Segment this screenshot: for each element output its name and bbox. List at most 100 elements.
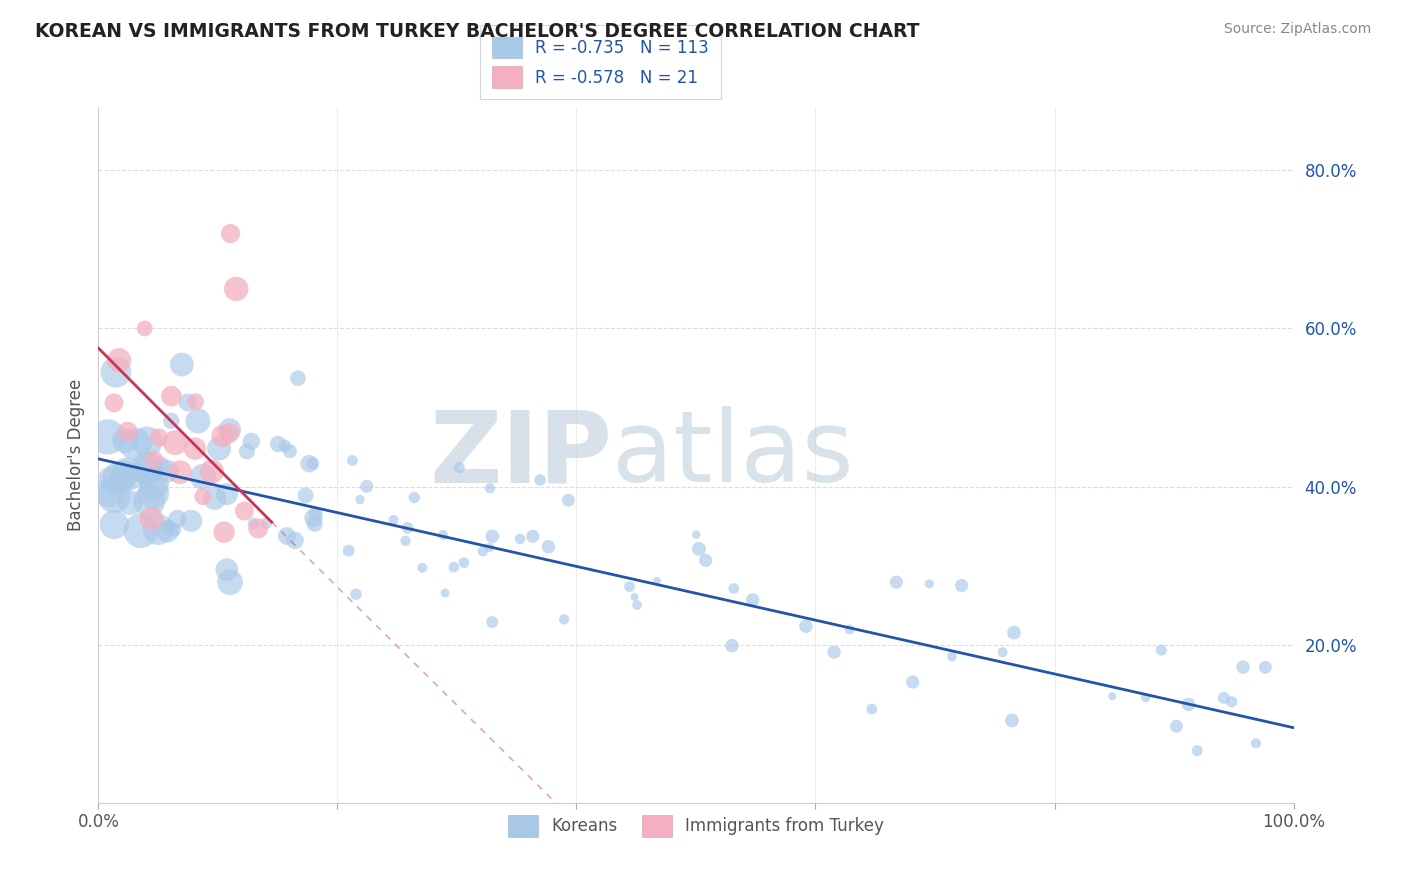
Point: [184, 442, 207, 456]
Point: [298, 457, 321, 471]
Point: [166, 512, 188, 526]
Point: [136, 461, 159, 475]
Point: [557, 493, 579, 508]
Point: [276, 529, 298, 543]
Point: [1166, 719, 1188, 733]
Point: [96, 430, 118, 444]
Point: [304, 516, 326, 531]
Point: [723, 582, 745, 596]
Point: [1002, 625, 1025, 640]
Point: [274, 439, 297, 453]
Point: [471, 544, 494, 558]
Point: [215, 487, 238, 501]
Point: [529, 473, 551, 487]
Point: [537, 540, 560, 554]
Legend: Koreans, Immigrants from Turkey: Koreans, Immigrants from Turkey: [501, 808, 891, 843]
Point: [100, 472, 122, 486]
Point: [191, 490, 214, 504]
Point: [411, 561, 433, 575]
Point: [204, 491, 226, 506]
Point: [478, 541, 501, 555]
Point: [432, 528, 454, 542]
Point: [117, 425, 139, 439]
Point: [838, 623, 860, 637]
Point: [522, 529, 544, 543]
Point: [404, 491, 426, 505]
Point: [114, 434, 136, 448]
Point: [215, 563, 238, 577]
Point: [219, 227, 242, 241]
Point: [991, 645, 1014, 659]
Point: [950, 578, 973, 592]
Point: [302, 457, 325, 471]
Point: [141, 511, 163, 525]
Point: [626, 598, 648, 612]
Point: [219, 575, 242, 590]
Point: [184, 394, 207, 409]
Point: [860, 702, 883, 716]
Point: [284, 533, 307, 548]
Point: [294, 488, 316, 502]
Point: [191, 470, 214, 484]
Point: [169, 465, 191, 479]
Point: [218, 426, 240, 441]
Point: [434, 586, 457, 600]
Point: [138, 494, 160, 508]
Point: [103, 490, 125, 504]
Point: [170, 358, 193, 372]
Point: [685, 527, 707, 541]
Text: KOREAN VS IMMIGRANTS FROM TURKEY BACHELOR'S DEGREE CORRELATION CHART: KOREAN VS IMMIGRANTS FROM TURKEY BACHELO…: [35, 22, 920, 41]
Point: [823, 645, 845, 659]
Point: [108, 353, 131, 368]
Point: [886, 575, 908, 590]
Point: [120, 496, 142, 510]
Point: [129, 524, 152, 538]
Point: [108, 471, 131, 485]
Point: [254, 516, 277, 531]
Point: [1150, 643, 1173, 657]
Point: [104, 365, 127, 379]
Point: [449, 460, 471, 475]
Point: [1254, 660, 1277, 674]
Point: [180, 514, 202, 528]
Point: [187, 414, 209, 428]
Point: [134, 321, 156, 335]
Point: [233, 504, 256, 518]
Point: [148, 430, 170, 444]
Point: [242, 516, 264, 531]
Point: [453, 556, 475, 570]
Point: [553, 612, 575, 626]
Point: [741, 592, 763, 607]
Point: [201, 465, 224, 479]
Point: [1185, 743, 1208, 757]
Point: [103, 396, 125, 410]
Point: [142, 485, 165, 500]
Point: [941, 649, 963, 664]
Y-axis label: Bachelor's Degree: Bachelor's Degree: [66, 379, 84, 531]
Point: [142, 452, 165, 467]
Point: [337, 543, 360, 558]
Point: [619, 580, 641, 594]
Point: [211, 429, 233, 443]
Point: [1101, 690, 1123, 704]
Point: [267, 437, 290, 451]
Point: [114, 467, 136, 482]
Point: [247, 522, 270, 536]
Point: [142, 477, 165, 491]
Point: [225, 282, 247, 296]
Point: [394, 533, 416, 548]
Point: [443, 560, 465, 574]
Point: [481, 529, 503, 543]
Point: [901, 675, 924, 690]
Point: [1135, 690, 1157, 705]
Point: [212, 525, 235, 540]
Point: [688, 541, 710, 556]
Point: [1232, 660, 1254, 674]
Point: [1244, 736, 1267, 750]
Point: [149, 458, 172, 473]
Point: [1177, 698, 1199, 712]
Point: [356, 479, 378, 493]
Point: [124, 437, 146, 451]
Point: [695, 553, 717, 567]
Point: [794, 619, 817, 633]
